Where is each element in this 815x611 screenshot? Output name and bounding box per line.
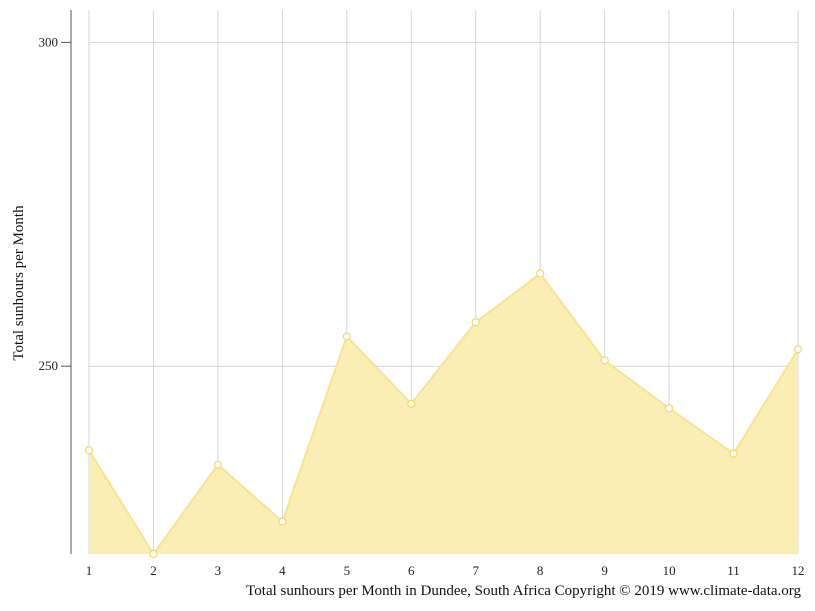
data-point [149,549,158,559]
x-tick-label: 11 [727,563,740,578]
x-tick-label: 9 [601,563,608,578]
data-point [213,460,223,469]
data-markers [84,269,803,559]
data-point [278,517,287,526]
data-point [407,399,416,408]
data-point [471,318,480,327]
x-tick-label: 12 [792,563,805,578]
x-tick-label: 10 [663,563,676,578]
series-line [88,272,799,555]
data-point [793,345,803,354]
x-tick-label: 5 [344,563,351,578]
data-point [600,356,609,365]
y-tick-label: 250 [39,358,59,373]
y-tick-labels: 250 300 [39,34,71,373]
data-point [342,332,351,341]
x-tick-label: 2 [150,563,157,578]
x-tick-label: 3 [215,563,222,578]
data-point [664,404,674,413]
x-tick-label: 6 [408,563,415,578]
chart-caption: Total sunhours per Month in Dundee, Sout… [246,583,801,599]
data-point [84,446,94,455]
x-tick-label: 8 [537,563,544,578]
area-fill [89,273,798,554]
x-tick-labels: 1 2 3 4 5 6 7 8 9 10 11 12 [86,563,805,578]
x-tick-label: 7 [472,563,479,578]
data-point [536,269,545,278]
x-tick-label: 1 [86,563,93,578]
x-tick-label: 4 [279,563,286,578]
data-point [729,449,738,458]
y-tick-label: 300 [39,34,59,49]
y-axis-title: Total sunhours per Month [11,205,27,361]
